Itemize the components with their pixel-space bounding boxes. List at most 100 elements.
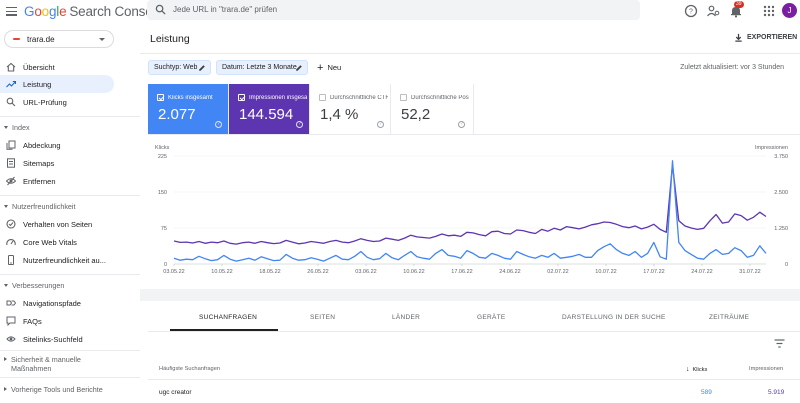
new-filter-button[interactable]: + Neu: [317, 62, 342, 74]
right-axis-tick: 1.250: [774, 226, 788, 232]
breadcrumb-icon: [6, 300, 16, 306]
sidebar-item-core-web-vitals[interactable]: Core Web Vitals: [0, 233, 114, 251]
chevron-down-icon: [4, 126, 8, 129]
eye-off-icon: [6, 176, 16, 186]
faq-icon: [6, 316, 16, 326]
column-header-impressions[interactable]: Impressionen: [749, 366, 784, 372]
help-icon[interactable]: ?: [296, 121, 303, 128]
sidebar-item-faqs[interactable]: FAQs: [0, 312, 114, 330]
filter-icon[interactable]: [774, 339, 785, 348]
x-axis-tick: 26.05.22: [307, 269, 328, 275]
sidebar-section-index[interactable]: Index: [4, 123, 30, 132]
sidebar-section-usability[interactable]: Nutzerfreundlichkeit: [4, 202, 76, 211]
checkbox[interactable]: [400, 94, 407, 101]
sidebar-item-coverage[interactable]: Abdeckung: [0, 136, 114, 154]
sidebar-section-enhancements[interactable]: Verbesserungen: [4, 281, 64, 290]
sidebar-section-legacy-tools[interactable]: Vorherige Tools und Berichte: [4, 385, 103, 394]
series-line-clicks: [173, 160, 767, 262]
metric-card-impressions[interactable]: Impressionen insgesamt 144.594 ?: [229, 84, 310, 134]
home-icon: [6, 62, 16, 72]
impressions-cell: 5.919: [768, 389, 785, 396]
tab-countries[interactable]: LÄNDER: [392, 314, 421, 321]
download-icon: [735, 33, 742, 42]
chevron-down-icon: [4, 284, 8, 287]
metric-card-clicks[interactable]: Klicks insgesamt 2.077 ?: [148, 84, 229, 134]
sidebar-item-performance[interactable]: Leistung: [0, 75, 114, 93]
sidebar-item-sitemaps[interactable]: Sitemaps: [0, 154, 114, 172]
sidebar-divider: [0, 116, 140, 117]
left-axis-tick: 225: [158, 154, 167, 160]
edit-icon: [199, 65, 205, 71]
help-icon[interactable]: ?: [684, 4, 698, 18]
checkbox[interactable]: [319, 94, 326, 101]
notifications-icon[interactable]: [729, 4, 743, 18]
checkbox[interactable]: [238, 94, 245, 101]
column-header-clicks[interactable]: ↓ Klicks: [686, 366, 708, 373]
search-icon: [6, 97, 16, 107]
sidebar-divider: [0, 195, 140, 196]
help-icon[interactable]: ?: [377, 121, 384, 128]
metric-card-position[interactable]: Durchschnittliche Position 52,2 ?: [391, 84, 474, 134]
sidebar-divider: [0, 377, 140, 378]
sidebar-item-sitelinks-searchbox[interactable]: Sitelinks-Suchfeld: [0, 330, 114, 348]
active-tab-indicator: [170, 329, 278, 331]
help-icon[interactable]: ?: [458, 121, 465, 128]
x-axis-tick: 31.07.22: [739, 269, 760, 275]
url-inspection-search-input[interactable]: Jede URL in "trara.de" prüfen: [147, 0, 640, 20]
column-header-query[interactable]: Häufigste Suchanfragen: [159, 366, 221, 372]
plus-icon: +: [317, 62, 324, 74]
sitelinks-search-icon: [6, 336, 16, 342]
tab-queries[interactable]: SUCHANFRAGEN: [199, 314, 258, 321]
svg-text:?: ?: [689, 9, 693, 16]
property-favicon-icon: [13, 38, 20, 40]
tab-search-appearance[interactable]: DARSTELLUNG IN DER SUCHE: [562, 314, 666, 321]
last-updated-text: Zuletzt aktualisiert: vor 3 Stunden: [680, 64, 784, 71]
avatar[interactable]: J: [782, 3, 797, 18]
tab-bar: SUCHANFRAGEN SEITEN LÄNDER GERÄTE DARSTE…: [148, 305, 800, 332]
x-axis-tick: 17.06.22: [451, 269, 472, 275]
filter-chip-search-type[interactable]: Suchtyp: Web: [148, 60, 211, 75]
table-header: Häufigste Suchanfragen ↓ Klicks Impressio…: [148, 358, 800, 380]
file-copy-icon: [6, 140, 16, 150]
sidebar-item-breadcrumbs[interactable]: Navigationspfade: [0, 294, 114, 312]
x-axis-tick: 03.05.22: [163, 269, 184, 275]
logo[interactable]: Google Search Console: [24, 4, 163, 19]
apps-icon[interactable]: [762, 4, 776, 18]
menu-icon[interactable]: [6, 7, 17, 18]
search-icon: [155, 4, 166, 15]
sidebar-item-overview[interactable]: Übersicht: [0, 58, 114, 76]
page-title: Leistung: [150, 33, 190, 45]
chevron-down-icon: [4, 205, 8, 208]
filter-chip-date[interactable]: Datum: Letzte 3 Monate: [216, 60, 308, 75]
sidebar-item-removals[interactable]: Entfernen: [0, 172, 114, 190]
x-axis-tick: 18.05.22: [259, 269, 280, 275]
x-axis-tick: 10.07.22: [595, 269, 616, 275]
help-icon[interactable]: ?: [215, 121, 222, 128]
property-selector[interactable]: trara.de: [4, 30, 114, 48]
x-axis-tick: 02.07.22: [547, 269, 568, 275]
left-axis-title: Klicks: [155, 145, 170, 151]
sidebar-item-page-experience[interactable]: Verhalten von Seiten: [0, 215, 114, 233]
sidebar-item-url-inspection[interactable]: URL-Prüfung: [0, 93, 114, 111]
chevron-right-icon: [4, 357, 7, 361]
x-axis-tick: 10.06.22: [403, 269, 424, 275]
x-axis-tick: 10.05.22: [211, 269, 232, 275]
metric-card-ctr[interactable]: Durchschnittliche CTR 1,4 % ?: [310, 84, 391, 134]
sidebar-section-security[interactable]: Sicherheit & manuelle Maßnahmen: [4, 355, 93, 373]
left-axis-tick: 75: [161, 226, 167, 232]
account-settings-icon[interactable]: [706, 4, 720, 18]
trending-up-icon: [6, 80, 16, 88]
tab-pages[interactable]: SEITEN: [310, 314, 336, 321]
tab-dates[interactable]: ZEITRÄUME: [709, 314, 750, 321]
tab-devices[interactable]: GERÄTE: [477, 314, 506, 321]
speed-icon: [6, 238, 16, 246]
sidebar-item-mobile-usability[interactable]: Nutzerfreundlichkeit au...: [0, 251, 114, 269]
left-axis-tick: 0: [164, 262, 167, 268]
export-button[interactable]: EXPORTIEREN: [747, 34, 798, 41]
header-divider: [140, 53, 800, 54]
left-axis-tick: 150: [158, 190, 167, 196]
search-placeholder: Jede URL in "trara.de" prüfen: [173, 5, 278, 14]
sidebar-divider: [0, 350, 140, 351]
edit-icon: [296, 65, 302, 71]
checkbox[interactable]: [157, 94, 164, 101]
